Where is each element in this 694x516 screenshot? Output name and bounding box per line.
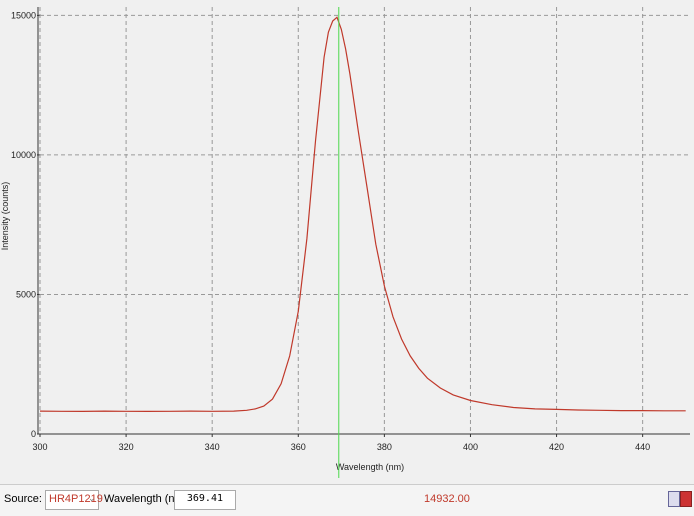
x-axis-label: Wavelength (nm) — [336, 462, 404, 472]
x-tick-label: 360 — [291, 442, 306, 452]
peak-icon[interactable] — [668, 491, 680, 507]
chart: Intensity (counts) Wavelength (nm) 0 5000… — [0, 0, 694, 484]
wavelength-label: Wavelength (nm): — [104, 493, 191, 505]
x-tick-label: 440 — [635, 442, 650, 452]
x-tick-label: 420 — [549, 442, 564, 452]
y-axis-label: Intensity (counts) — [0, 182, 10, 251]
y-tick-label: 10000 — [11, 150, 36, 160]
intensity-value: 14932.00 — [424, 493, 470, 505]
spectrum-line — [39, 16, 686, 413]
source-label: Source: — [4, 493, 42, 505]
toolbar: Source: HR4P1219 ⌄ Wavelength (nm): 369.… — [0, 484, 694, 516]
x-tick-label: 380 — [377, 442, 392, 452]
dropdown-arrow: ⌄ — [88, 493, 96, 503]
wavelength-input[interactable]: 369.41 — [174, 490, 236, 510]
source-value: HR4P1219 — [49, 493, 103, 505]
y-tick-label: 15000 — [11, 10, 36, 20]
y-tick-label: 5000 — [16, 289, 36, 299]
y-tick-label: 0 — [31, 429, 36, 439]
wavelength-value: 369.41 — [186, 493, 223, 504]
source-dropdown[interactable]: HR4P1219 ⌄ — [45, 490, 103, 510]
x-tick-label: 320 — [119, 442, 134, 452]
x-tick-label: 400 — [463, 442, 478, 452]
plot-background — [0, 0, 694, 484]
close-icon[interactable] — [680, 491, 692, 507]
x-tick-label: 340 — [205, 442, 220, 452]
x-tick-label: 300 — [32, 442, 47, 452]
